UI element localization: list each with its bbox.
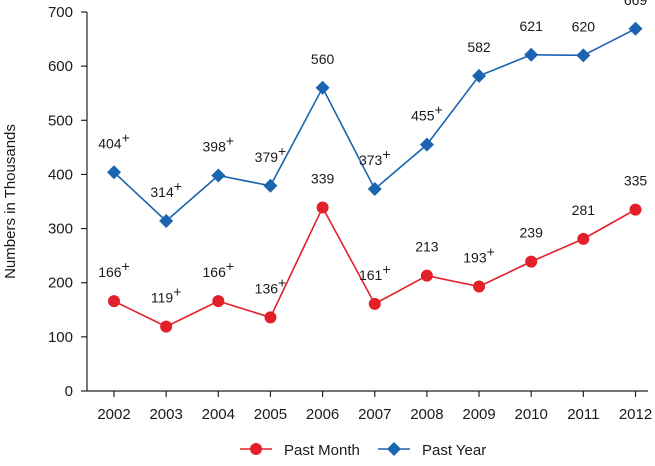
x-tick-label: 2012 xyxy=(619,406,652,423)
past-year-data-label: 314+ xyxy=(150,178,182,200)
past-month-point xyxy=(160,320,173,333)
past-month-point xyxy=(577,232,590,245)
y-tick-label: 600 xyxy=(48,58,73,75)
past-month-point xyxy=(108,295,120,308)
past-year-data-label: 620 xyxy=(572,18,596,34)
y-tick-label: 500 xyxy=(48,112,73,129)
past-year-data-label: 582 xyxy=(467,39,491,55)
past-year-point xyxy=(576,48,591,63)
past-year-data-label: 621 xyxy=(520,18,544,34)
y-axis-title: Numbers in Thousands xyxy=(2,124,19,279)
legend-past-month-marker xyxy=(250,443,262,455)
x-tick-label: 2006 xyxy=(306,406,339,423)
past-month-point xyxy=(316,201,329,214)
x-tick-label: 2005 xyxy=(254,406,287,423)
past-year-point xyxy=(472,68,487,83)
past-month-data-label: 166+ xyxy=(203,258,235,280)
past-year-point xyxy=(367,182,382,197)
past-year-data-label: 379+ xyxy=(255,143,287,165)
y-tick-label: 300 xyxy=(48,221,73,238)
past-month-data-label: 166+ xyxy=(98,258,130,280)
past-year-point xyxy=(524,47,539,62)
x-tick-label: 2002 xyxy=(97,406,130,423)
past-year-point xyxy=(419,137,434,152)
legend-past-year-marker xyxy=(387,442,401,456)
x-tick-label: 2009 xyxy=(462,406,495,423)
past-month-point xyxy=(212,295,225,308)
past-month-point xyxy=(368,297,381,310)
legend-past-month-label: Past Month xyxy=(284,442,360,459)
past-month-data-label: 213 xyxy=(415,239,439,255)
past-month-point xyxy=(264,311,277,324)
past-month-point xyxy=(473,280,486,293)
x-tick-label: 2011 xyxy=(567,406,599,423)
x-tick-label: 2008 xyxy=(410,406,443,423)
y-tick-label: 400 xyxy=(48,166,73,183)
past-year-data-label: 373+ xyxy=(359,146,391,168)
past-month-point xyxy=(420,269,433,282)
y-tick-label: 700 xyxy=(48,4,73,21)
past-month-data-label: 193+ xyxy=(463,244,495,266)
past-year-point xyxy=(211,168,226,183)
past-month-data-label: 119+ xyxy=(151,284,182,306)
past-month-data-label: 136+ xyxy=(255,274,287,296)
past-year-point xyxy=(159,213,174,228)
past-month-data-label: 239 xyxy=(520,225,544,241)
past-year-data-label: 404+ xyxy=(98,129,130,151)
past-month-data-label: 339 xyxy=(311,170,335,186)
past-year-point xyxy=(628,21,643,36)
past-month-data-label: 161+ xyxy=(359,261,391,283)
x-tick-label: 2007 xyxy=(358,406,391,423)
legend-past-year-label: Past Year xyxy=(422,442,486,459)
past-year-data-label: 560 xyxy=(311,51,335,67)
past-year-point xyxy=(263,178,278,193)
y-tick-label: 0 xyxy=(65,383,73,400)
past-month-point xyxy=(525,255,538,268)
past-month-data-label: 281 xyxy=(572,202,596,218)
past-year-data-label: 398+ xyxy=(203,133,235,155)
y-tick-label: 200 xyxy=(48,275,73,292)
x-tick-label: 2003 xyxy=(149,406,182,423)
past-year-point xyxy=(315,80,330,95)
y-tick-label: 100 xyxy=(48,329,73,346)
past-month-data-label: 335 xyxy=(624,173,648,189)
past-year-point xyxy=(107,165,121,180)
past-year-data-label: 455+ xyxy=(411,102,443,124)
x-tick-label: 2004 xyxy=(202,406,235,423)
past-month-point xyxy=(629,203,642,216)
x-tick-label: 2010 xyxy=(515,406,548,423)
past-year-data-label: 669 xyxy=(624,0,648,8)
